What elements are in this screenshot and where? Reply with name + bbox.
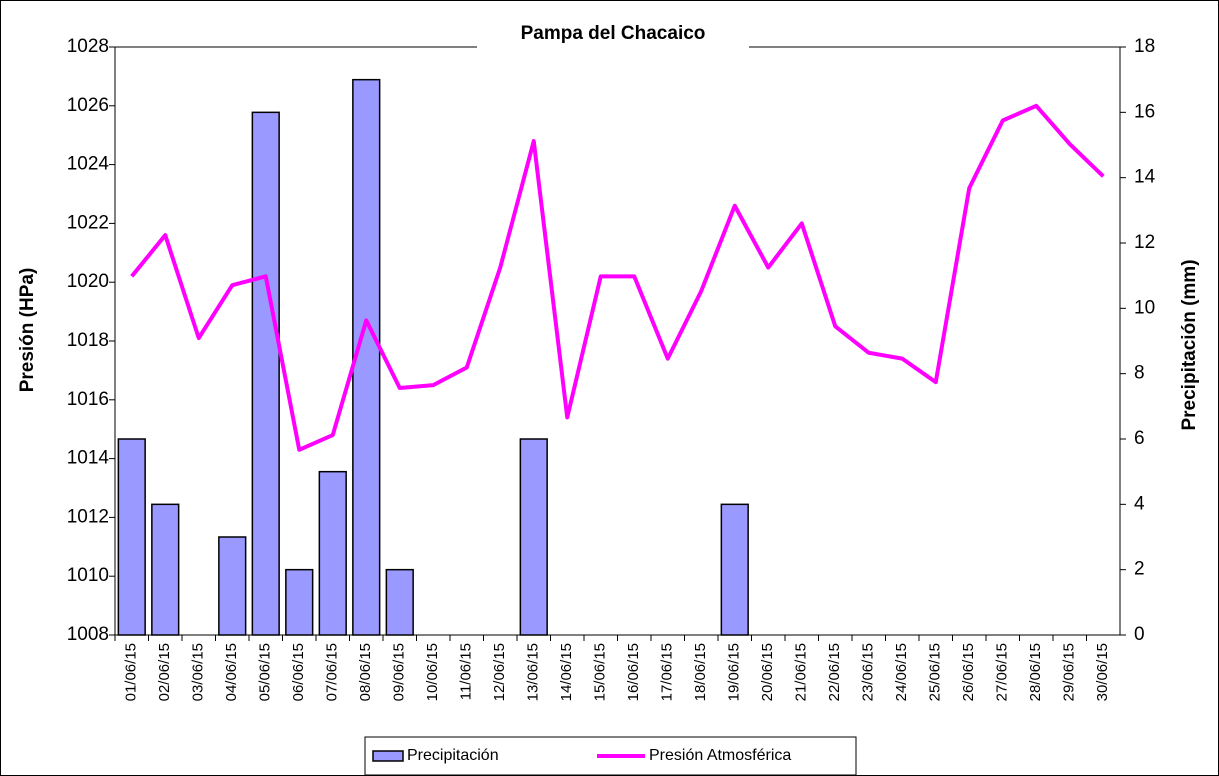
y-tick-label: 1014 [67,448,110,469]
y2-tick-label: 0 [1134,624,1145,645]
y-tick-label: 1028 [67,36,109,57]
legend-label: Presión Atmosférica [649,747,791,764]
y-tick-label: 1010 [67,565,109,586]
x-tick-label: 25/06/15 [927,643,944,701]
y-axis-title: Presión (HPa) [17,268,38,393]
y2-tick-label: 18 [1134,36,1155,57]
y2-tick-label: 6 [1134,428,1145,449]
y-tick-label: 1020 [67,271,109,292]
x-tick-label: 23/06/15 [860,643,877,701]
bar [720,503,749,636]
bar [285,568,314,636]
x-tick-label: 16/06/15 [625,643,642,701]
y-tick-label: 1016 [67,389,109,410]
bar [251,111,280,636]
x-tick-label: 11/06/15 [458,643,475,700]
x-tick-label: 21/06/15 [793,643,810,701]
legend-swatch [372,750,404,762]
x-tick-label: 12/06/15 [491,643,508,701]
bar [352,78,381,636]
y-tick-label: 1012 [67,506,109,527]
x-tick-label: 19/06/15 [726,643,743,701]
plot-area [114,46,1121,636]
x-tick-label: 22/06/15 [826,643,843,701]
x-tick-label: 20/06/15 [759,643,776,701]
y-tick-label: 1018 [67,330,109,351]
x-tick-label: 08/06/15 [357,643,374,701]
y-tick-label: 1024 [67,154,110,175]
bar [218,536,247,636]
y2-tick-label: 8 [1134,363,1145,384]
chart-title: Pampa del Chacaico [521,23,706,44]
x-tick-label: 03/06/15 [190,643,207,701]
x-tick-label: 24/06/15 [893,643,910,701]
x-tick-label: 27/06/15 [994,643,1011,701]
x-tick-label: 29/06/15 [1061,643,1078,701]
y2-tick-label: 2 [1134,559,1145,580]
bar [385,568,414,636]
bar [117,438,146,636]
x-tick-label: 30/06/15 [1094,643,1111,701]
x-tick-label: 09/06/15 [391,643,408,701]
y-tick-label: 1022 [67,212,109,233]
x-tick-label: 26/06/15 [960,643,977,701]
bar [519,438,548,636]
x-tick-label: 02/06/15 [156,643,173,701]
bar [318,470,347,636]
bar [151,503,180,636]
y2-tick-label: 4 [1134,493,1145,514]
y2-tick-label: 12 [1134,232,1155,253]
x-tick-label: 10/06/15 [424,643,441,701]
y2-axis-title: Precipitación (mm) [1179,259,1200,430]
legend-label: Precipitación [407,747,499,764]
x-tick-label: 04/06/15 [223,643,240,701]
x-tick-label: 06/06/15 [290,643,307,701]
y2-tick-label: 16 [1134,101,1155,122]
x-tick-label: 15/06/15 [592,643,609,701]
y-tick-label: 1008 [67,624,109,645]
line [130,103,1105,452]
y2-tick-label: 14 [1134,167,1156,188]
x-tick-label: 17/06/15 [659,643,676,701]
x-tick-label: 01/06/15 [123,643,140,701]
x-tick-label: 14/06/15 [558,643,575,701]
x-tick-label: 07/06/15 [324,643,341,701]
title-background [477,18,749,50]
x-tick-label: 28/06/15 [1027,643,1044,701]
x-tick-label: 18/06/15 [692,643,709,701]
y-tick-label: 1026 [67,95,109,116]
y2-tick-label: 10 [1134,297,1155,318]
x-tick-label: 05/06/15 [257,643,274,701]
x-tick-label: 13/06/15 [525,643,542,701]
